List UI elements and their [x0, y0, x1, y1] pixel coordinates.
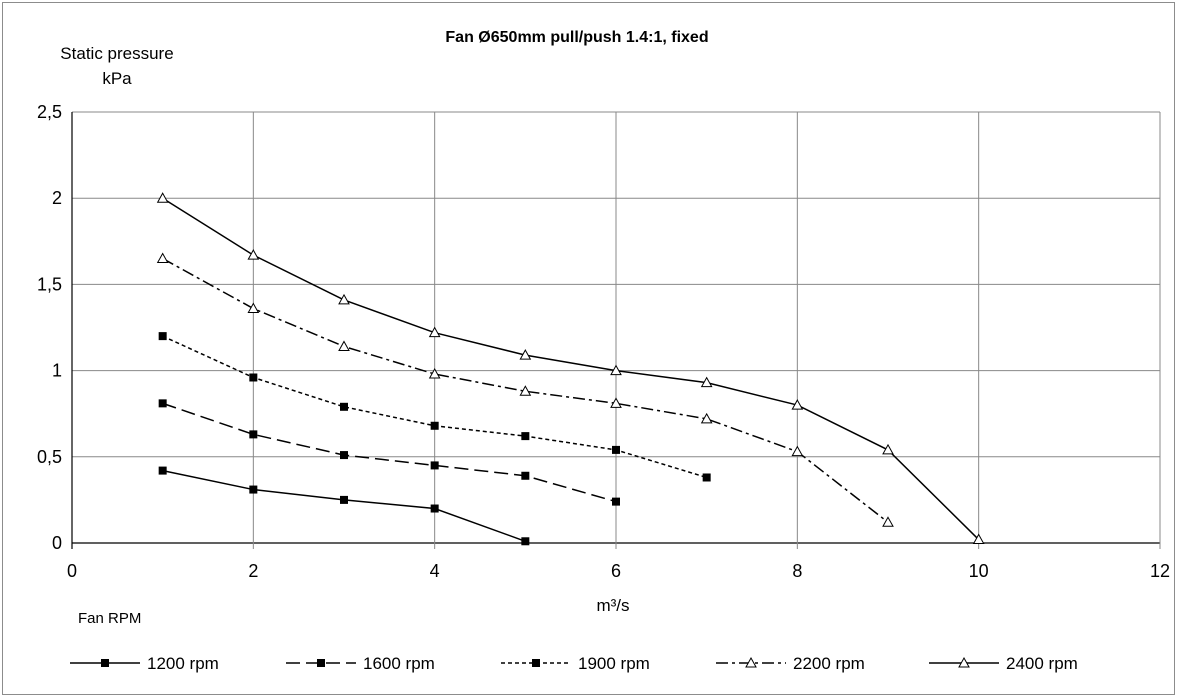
chart-title: Fan Ø650mm pull/push 1.4:1, fixed: [445, 29, 708, 46]
data-point: [428, 326, 441, 338]
data-point: [158, 399, 167, 408]
data-point: [612, 445, 620, 454]
data-point: [521, 537, 530, 546]
data-point: [610, 364, 622, 376]
legend-label: 2200 rpm: [793, 654, 865, 673]
data-point: [340, 402, 348, 411]
data-point: [156, 252, 169, 264]
y-axis-label-line2: kPa: [102, 69, 132, 88]
data-point: [338, 340, 350, 351]
data-point: [338, 293, 350, 305]
series-line: [162, 402, 617, 503]
data-point: [521, 432, 530, 441]
x-tick-label: 2: [248, 561, 258, 581]
legend-label: 1200 rpm: [147, 654, 219, 673]
y-tick-label: 1: [52, 361, 62, 381]
data-point: [519, 349, 532, 360]
data-point: [247, 249, 260, 260]
legend-title: Fan RPM: [78, 610, 141, 627]
data-point: [791, 399, 804, 410]
data-point: [430, 421, 439, 430]
data-point: [702, 473, 711, 482]
y-axis-label-line1: Static pressure: [60, 44, 173, 63]
data-point: [610, 397, 622, 408]
data-point: [249, 485, 258, 494]
data-point: [428, 368, 441, 379]
y-tick-label: 2: [52, 188, 62, 208]
data-point: [156, 192, 169, 203]
data-point: [430, 461, 439, 470]
data-point: [340, 451, 348, 460]
data-point: [745, 656, 757, 668]
legend-label: 2400 rpm: [1006, 654, 1078, 673]
x-tick-label: 4: [430, 561, 440, 581]
x-axis-label: m³/s: [596, 596, 629, 615]
data-point: [532, 659, 540, 667]
legend-label: 1600 rpm: [363, 654, 435, 673]
y-tick-label: 2,5: [37, 102, 62, 122]
data-point: [340, 495, 348, 504]
y-tick-label: 0: [52, 533, 62, 553]
data-point: [317, 659, 325, 667]
data-point: [519, 385, 532, 396]
legend: 1200 rpm 1600 rpm 1900 rpm 2200 rpm 2400 rpm: [70, 654, 1078, 673]
legend-label: 1900 rpm: [578, 654, 650, 673]
series-line: [162, 197, 980, 541]
x-tick-label: 0: [67, 561, 77, 581]
data-point: [521, 471, 530, 480]
data-point: [101, 659, 109, 667]
data-point: [249, 430, 258, 439]
data-point: [612, 497, 620, 506]
grid: [71, 111, 1161, 549]
x-tick-label: 6: [611, 561, 621, 581]
data-point: [158, 466, 167, 475]
data-point: [791, 445, 804, 457]
data-point: [700, 376, 713, 388]
x-ticks: 0 2 4 6 8 10 12: [67, 561, 1170, 581]
data-point: [247, 302, 260, 314]
data-point: [882, 443, 894, 455]
y-tick-label: 1,5: [37, 274, 62, 294]
x-tick-label: 8: [792, 561, 802, 581]
data-point: [430, 504, 439, 513]
data-point: [972, 533, 985, 545]
y-tick-label: 0,5: [37, 447, 62, 467]
x-tick-label: 10: [969, 561, 989, 581]
y-ticks: 0 0,5 1 1,5 2 2,5: [37, 102, 62, 553]
data-point: [158, 332, 167, 341]
series-line: [162, 469, 526, 542]
data-point: [700, 412, 713, 424]
plot-area: [156, 192, 985, 546]
data-point: [882, 516, 894, 527]
data-point: [958, 656, 970, 668]
data-point: [249, 373, 258, 382]
x-tick-label: 12: [1150, 561, 1170, 581]
